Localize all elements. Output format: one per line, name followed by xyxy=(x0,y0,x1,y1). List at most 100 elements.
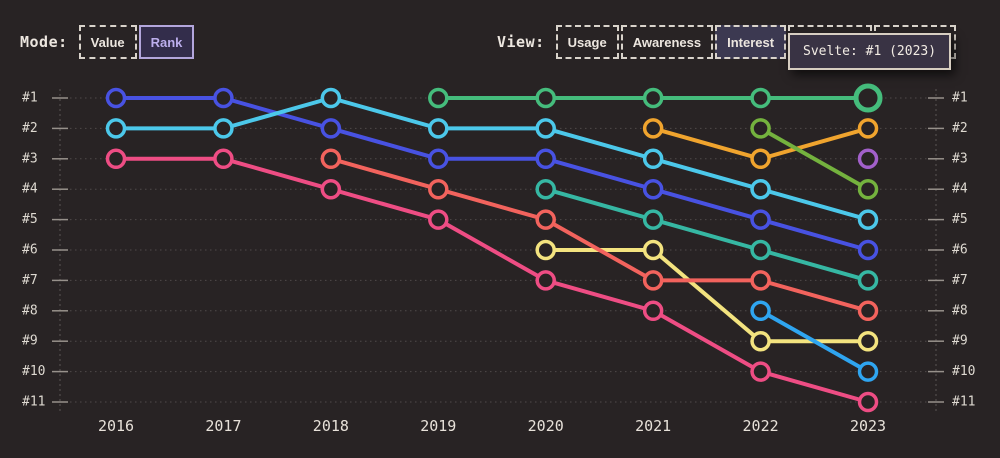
year-label: 2023 xyxy=(850,417,886,435)
data-point-Svelte[interactable] xyxy=(750,87,771,109)
rank-label-right: #11 xyxy=(952,395,975,410)
data-point-series-pink[interactable] xyxy=(213,148,234,170)
series-line-series-pink xyxy=(116,156,869,404)
data-point-series-cyan[interactable] xyxy=(750,178,771,200)
data-point-series-lime[interactable] xyxy=(857,178,879,200)
year-label: 2017 xyxy=(205,417,241,435)
data-point-series-orange[interactable] xyxy=(857,118,879,139)
rank-label-right: #6 xyxy=(952,243,968,258)
data-point-Svelte[interactable] xyxy=(642,87,664,109)
rank-label-right: #1 xyxy=(952,91,968,106)
year-label: 2020 xyxy=(528,417,564,435)
rank-label-left: #8 xyxy=(22,303,38,318)
mode-toggle-group: Mode: Value Rank xyxy=(20,25,195,59)
data-point-series-blue[interactable] xyxy=(535,148,556,170)
data-point-series-salmon[interactable] xyxy=(750,270,771,291)
hover-tooltip-text: Svelte: #1 (2023) xyxy=(803,44,937,59)
data-point-series-salmon[interactable] xyxy=(535,209,556,230)
data-point-series-teal[interactable] xyxy=(535,178,556,200)
data-point-series-blue[interactable] xyxy=(750,209,771,230)
view-interest-button[interactable]: Interest xyxy=(715,25,787,59)
data-point-series-orange[interactable] xyxy=(642,118,664,139)
series-line-series-salmon xyxy=(330,156,869,313)
data-point-series-salmon[interactable] xyxy=(857,300,879,322)
rank-label-right: #7 xyxy=(952,273,968,288)
view-awareness-button[interactable]: Awareness xyxy=(620,25,714,59)
data-point-series-salmon[interactable] xyxy=(642,270,664,291)
data-point-series-cyan[interactable] xyxy=(105,118,127,139)
mode-value-button[interactable]: Value xyxy=(78,25,137,59)
rank-label-left: #5 xyxy=(22,212,38,227)
data-point-series-teal[interactable] xyxy=(642,209,664,230)
data-point-series-blue[interactable] xyxy=(857,239,879,261)
data-point-series-teal[interactable] xyxy=(750,239,771,261)
mode-label: Mode: xyxy=(20,33,68,51)
data-point-series-purple[interactable] xyxy=(857,148,879,170)
year-label: 2021 xyxy=(635,417,671,435)
series-line-series-lime xyxy=(759,126,869,191)
series-line-series-cyan xyxy=(116,96,869,222)
rank-label-right: #3 xyxy=(952,151,968,166)
rank-label-right: #8 xyxy=(952,303,968,318)
data-point-series-pink[interactable] xyxy=(535,270,556,291)
data-point-series-blue[interactable] xyxy=(213,87,234,109)
data-point-hovered-Svelte[interactable] xyxy=(853,83,883,113)
data-point-series-cyan[interactable] xyxy=(857,209,879,230)
data-point-series-teal[interactable] xyxy=(857,270,879,291)
rank-label-left: #11 xyxy=(22,395,45,410)
data-point-series-salmon[interactable] xyxy=(320,148,342,170)
data-point-series-cyan[interactable] xyxy=(642,148,664,170)
rank-label-left: #3 xyxy=(22,151,38,166)
series-line-series-teal xyxy=(545,187,869,283)
data-point-series-cyan[interactable] xyxy=(213,118,234,139)
series-line-series-blue xyxy=(116,96,869,252)
rank-label-left: #4 xyxy=(22,182,38,197)
data-point-series-blue[interactable] xyxy=(642,178,664,200)
data-point-series-yellow[interactable] xyxy=(857,330,879,352)
rank-label-right: #2 xyxy=(952,121,968,136)
view-usage-button[interactable]: Usage xyxy=(555,25,619,59)
rank-label-left: #6 xyxy=(22,243,38,258)
rank-label-left: #9 xyxy=(22,334,38,349)
rank-label-right: #10 xyxy=(952,364,975,379)
data-point-series-blue[interactable] xyxy=(320,118,342,139)
rank-label-left: #2 xyxy=(22,121,38,136)
rank-label-right: #5 xyxy=(952,212,968,227)
year-label: 2016 xyxy=(98,417,134,435)
mode-rank-button[interactable]: Rank xyxy=(138,25,195,59)
data-point-series-skyblue[interactable] xyxy=(857,361,879,382)
rank-label-right: #4 xyxy=(952,182,968,197)
year-label: 2018 xyxy=(313,417,349,435)
rank-label-left: #10 xyxy=(22,364,45,379)
data-point-series-skyblue[interactable] xyxy=(750,300,771,322)
hover-tooltip: Svelte: #1 (2023) xyxy=(788,33,952,70)
rank-label-right: #9 xyxy=(952,334,968,349)
data-point-series-cyan[interactable] xyxy=(428,118,449,139)
data-point-series-lime[interactable] xyxy=(750,118,771,139)
view-label: View: xyxy=(497,33,545,51)
series-line-series-skyblue xyxy=(759,309,869,374)
data-point-series-cyan[interactable] xyxy=(320,87,342,109)
rank-label-left: #1 xyxy=(22,91,38,106)
data-point-series-salmon[interactable] xyxy=(428,178,449,200)
data-point-series-pink[interactable] xyxy=(750,361,771,382)
rank-label-left: #7 xyxy=(22,273,38,288)
data-point-Svelte[interactable] xyxy=(428,87,449,109)
data-point-series-pink[interactable] xyxy=(857,391,879,413)
data-point-series-pink[interactable] xyxy=(642,300,664,322)
data-point-series-blue[interactable] xyxy=(105,87,127,109)
year-label: 2022 xyxy=(743,417,779,435)
data-point-series-yellow[interactable] xyxy=(750,330,771,352)
data-point-series-blue[interactable] xyxy=(428,148,449,170)
data-point-series-yellow[interactable] xyxy=(642,239,664,261)
data-point-Svelte[interactable] xyxy=(535,87,556,109)
data-point-series-pink[interactable] xyxy=(320,178,342,200)
data-point-series-orange[interactable] xyxy=(750,148,771,170)
data-point-series-cyan[interactable] xyxy=(535,118,556,139)
data-point-series-pink[interactable] xyxy=(428,209,449,230)
data-point-series-yellow[interactable] xyxy=(535,239,556,261)
year-label: 2019 xyxy=(420,417,456,435)
data-point-series-pink[interactable] xyxy=(105,148,127,170)
